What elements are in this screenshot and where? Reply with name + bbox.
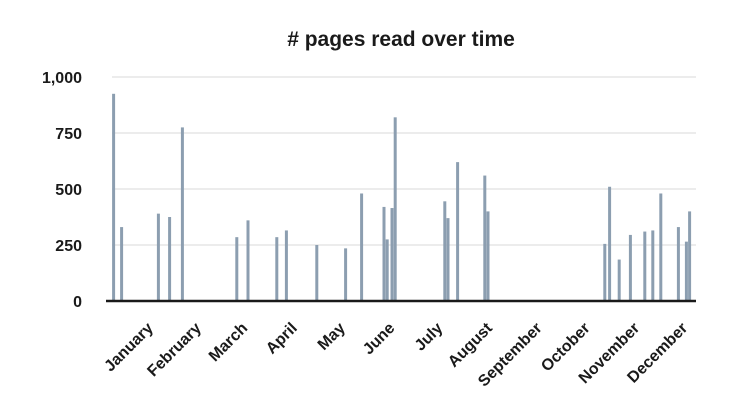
bar bbox=[275, 237, 279, 301]
bar bbox=[382, 206, 386, 301]
bar bbox=[486, 211, 490, 301]
bar bbox=[393, 117, 397, 301]
bar bbox=[651, 230, 655, 301]
y-axis-ticks: 0 250 500 750 1,000 bbox=[42, 70, 82, 311]
bar bbox=[684, 241, 688, 301]
x-tick-label: June bbox=[360, 320, 398, 358]
bar bbox=[390, 208, 394, 301]
x-tick-label: April bbox=[263, 320, 301, 358]
bar bbox=[284, 230, 288, 301]
bar bbox=[456, 162, 460, 301]
y-tick-label: 0 bbox=[73, 294, 82, 311]
bar bbox=[617, 259, 621, 301]
bar bbox=[360, 193, 364, 301]
chart-title: # pages read over time bbox=[287, 28, 515, 51]
y-tick-label: 250 bbox=[55, 238, 82, 255]
bar bbox=[483, 175, 487, 301]
bar bbox=[443, 201, 447, 301]
bar bbox=[180, 127, 184, 302]
bar bbox=[168, 217, 172, 301]
bar bbox=[659, 193, 663, 301]
bar bbox=[676, 227, 680, 301]
bar bbox=[688, 211, 692, 301]
y-tick-label: 500 bbox=[55, 182, 82, 199]
bar bbox=[603, 243, 607, 301]
bar bbox=[120, 227, 124, 301]
bar bbox=[643, 231, 647, 301]
bar bbox=[235, 237, 239, 301]
bar bbox=[608, 186, 612, 301]
bar bbox=[628, 234, 632, 301]
x-tick-label: March bbox=[206, 320, 251, 365]
gridlines bbox=[112, 76, 696, 246]
bar bbox=[246, 220, 250, 301]
bar bbox=[344, 248, 348, 301]
y-tick-label: 750 bbox=[55, 126, 82, 143]
bars bbox=[112, 93, 692, 302]
bar bbox=[315, 245, 319, 301]
x-tick-label: May bbox=[315, 320, 349, 354]
x-tick-label: July bbox=[412, 320, 447, 355]
bar bbox=[385, 239, 389, 301]
bar bbox=[112, 93, 116, 301]
bar bbox=[446, 218, 450, 301]
x-tick-label: August bbox=[445, 319, 496, 370]
y-tick-label: 1,000 bbox=[42, 70, 82, 87]
bar bbox=[156, 213, 160, 301]
